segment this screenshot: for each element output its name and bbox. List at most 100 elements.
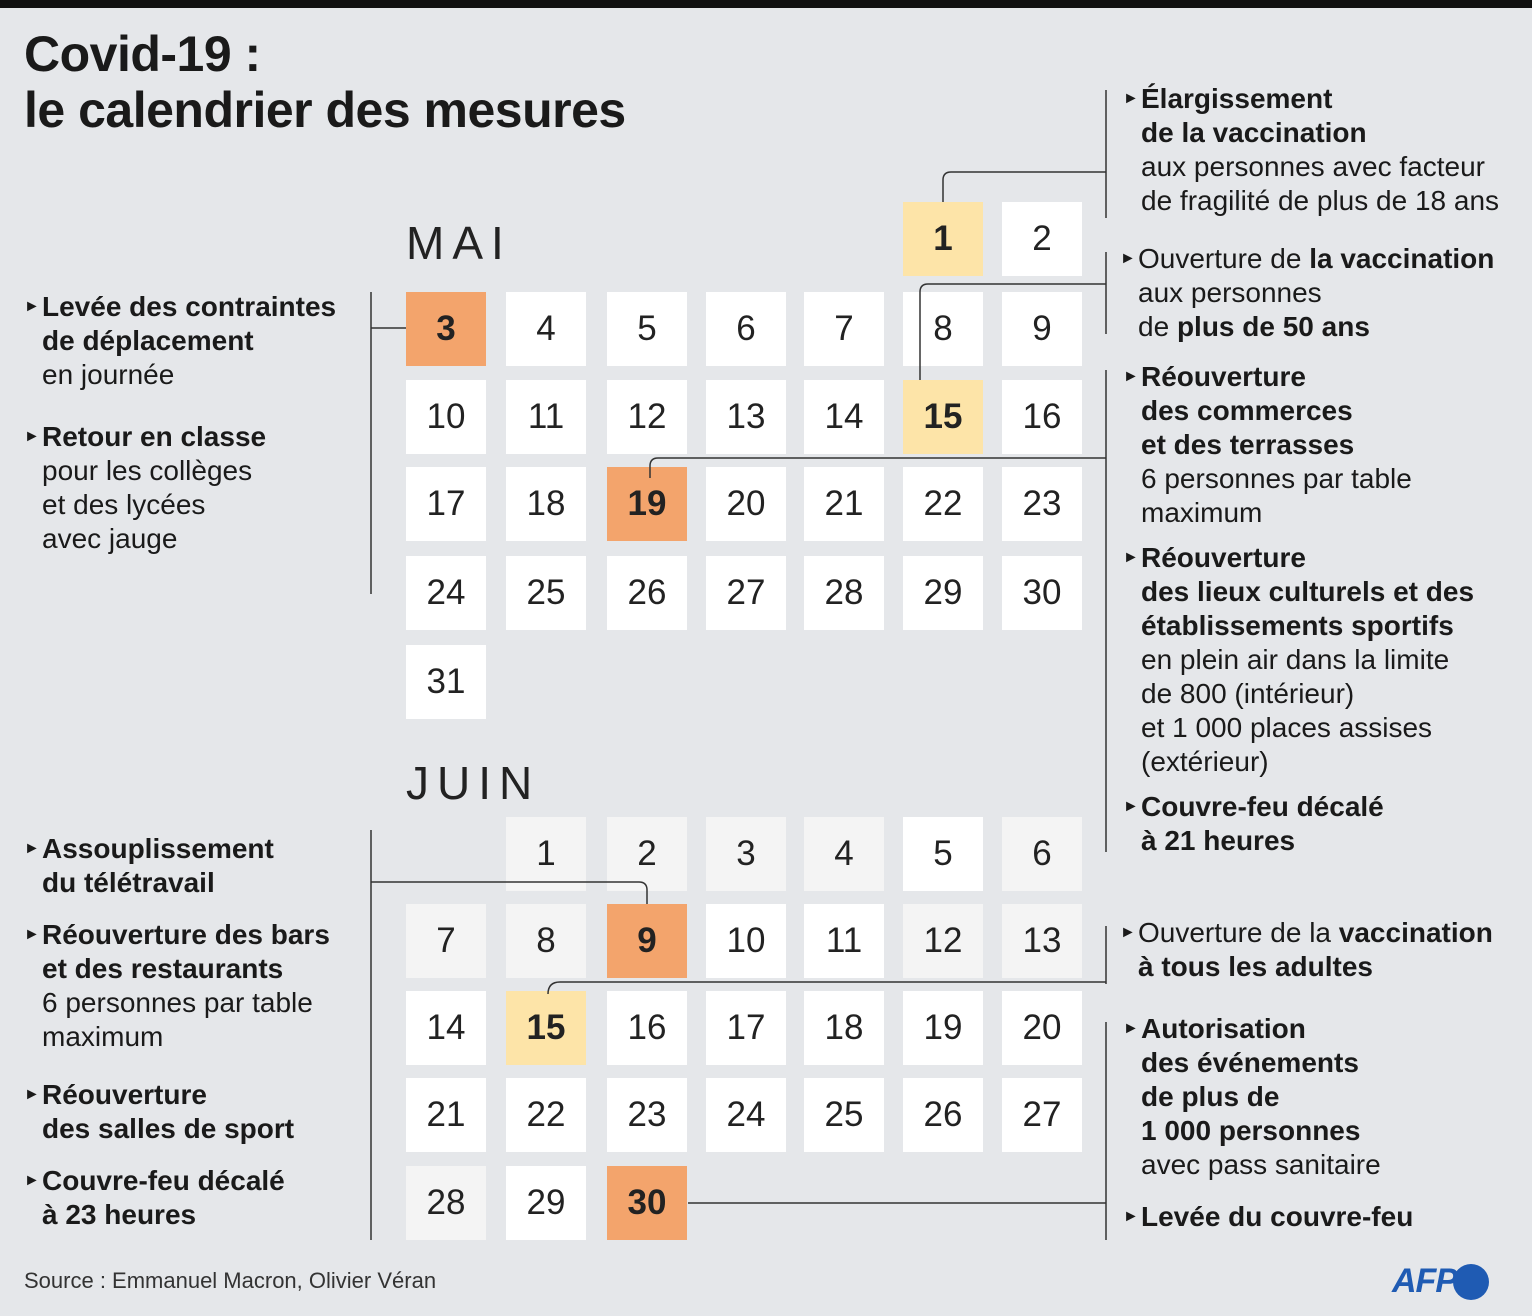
day-cell-mai-31: 31	[406, 645, 486, 719]
day-cell-juin-1: 1	[506, 817, 586, 891]
bullet-icon: ►	[1123, 1208, 1139, 1225]
bullet-icon: ►	[1120, 250, 1136, 267]
note-text: Ouverture de la	[1138, 917, 1339, 948]
day-cell-juin-26: 26	[903, 1078, 983, 1152]
note-text: pour les collèges	[42, 455, 253, 486]
day-cell-juin-19: 19	[903, 991, 983, 1065]
bullet-icon: ►	[1123, 368, 1139, 385]
note-bold: Réouverture des bars	[42, 919, 330, 950]
day-cell-juin-6: 6	[1002, 817, 1082, 891]
note-bold: établissements sportifs	[1141, 610, 1454, 641]
day-cell-mai-28: 28	[804, 556, 884, 630]
bullet-icon: ►	[24, 926, 40, 943]
note-bold: Retour en classe	[42, 421, 267, 452]
day-cell-juin-16: 16	[607, 991, 687, 1065]
day-cell-mai-17: 17	[406, 467, 486, 541]
day-cell-mai-16: 16	[1002, 380, 1082, 454]
bullet-icon: ►	[1123, 1020, 1139, 1037]
day-cell-mai-6: 6	[706, 292, 786, 366]
note-juin-9-teletravail: ► Assouplissement du télétravail	[24, 832, 274, 900]
note-bold: Levée du couvre-feu	[1141, 1201, 1414, 1232]
source-credit: Source : Emmanuel Macron, Olivier Véran	[24, 1268, 437, 1293]
note-juin-9-couvre-feu: ► Couvre-feu décalé à 23 heures	[24, 1164, 285, 1232]
day-cell-mai-24: 24	[406, 556, 486, 630]
note-mai-3-classe: ► Retour en classe pour les collèges et …	[24, 420, 267, 556]
note-text: en plein air dans la limite	[1141, 644, 1450, 675]
bullet-icon: ►	[24, 298, 40, 315]
day-cell-mai-9: 9	[1002, 292, 1082, 366]
note-bold: Autorisation	[1141, 1013, 1306, 1044]
note-juin-30-evenements: ► Autorisation des événements de plus de…	[1123, 1012, 1381, 1182]
day-cell-juin-12: 12	[903, 904, 983, 978]
note-bold: et des restaurants	[42, 953, 284, 984]
day-cell-juin-11: 11	[804, 904, 884, 978]
page-title: Covid-19 : le calendrier des mesures	[24, 26, 626, 138]
day-cell-mai-23: 23	[1002, 467, 1082, 541]
afp-logo-dot	[1453, 1263, 1489, 1300]
note-text: maximum	[1141, 497, 1263, 528]
note-bold: 1 000 personnes	[1141, 1115, 1361, 1146]
day-cell-juin-22: 22	[506, 1078, 586, 1152]
note-bold: du télétravail	[42, 867, 215, 898]
day-cell-juin-7: 7	[406, 904, 486, 978]
day-cell-mai-18: 18	[506, 467, 586, 541]
day-cell-mai-10: 10	[406, 380, 486, 454]
day-cell-mai-25: 25	[506, 556, 586, 630]
month-label-mai: MAI	[406, 217, 512, 269]
note-juin-15: ► Ouverture de la vaccination à tous les…	[1120, 916, 1493, 984]
note-text: aux personnes	[1138, 277, 1322, 308]
note-mai-15: ► Ouverture de la vaccination aux person…	[1120, 242, 1495, 344]
note-bold: Réouverture	[1141, 542, 1306, 573]
note-text: de fragilité de plus de 18 ans	[1141, 185, 1500, 216]
note-bold: à 23 heures	[42, 1199, 197, 1230]
connector-m19	[649, 457, 1106, 478]
day-cell-juin-8: 8	[506, 904, 586, 978]
day-cell-mai-22: 22	[903, 467, 983, 541]
day-cell-juin-25: 25	[804, 1078, 884, 1152]
day-cell-mai-3: 3	[406, 292, 486, 366]
note-bold: des lieux culturels et des	[1141, 576, 1475, 607]
day-cell-mai-13: 13	[706, 380, 786, 454]
note-mai-1: ► Élargissement de la vaccination aux pe…	[1123, 82, 1500, 218]
note-bold: vaccination	[1338, 917, 1493, 948]
title-line-1: Covid-19 :	[24, 26, 261, 82]
note-bold: de déplacement	[42, 325, 254, 356]
note-bold: Levée des contraintes	[42, 291, 337, 322]
day-cell-juin-28: 28	[406, 1166, 486, 1240]
bullet-icon: ►	[1123, 798, 1139, 815]
afp-logo: AFP	[1392, 1262, 1489, 1301]
note-text: et des lycées	[42, 489, 206, 520]
day-cell-juin-5: 5	[903, 817, 983, 891]
day-cell-juin-17: 17	[706, 991, 786, 1065]
day-cell-juin-21: 21	[406, 1078, 486, 1152]
note-juin-30-couvre-feu: ► Levée du couvre-feu	[1123, 1200, 1414, 1234]
day-cell-mai-2: 2	[1002, 202, 1082, 276]
day-cell-juin-20: 20	[1002, 991, 1082, 1065]
note-bold: la vaccination	[1309, 243, 1495, 274]
day-cell-juin-13: 13	[1002, 904, 1082, 978]
day-cell-juin-4: 4	[804, 817, 884, 891]
note-bold: des événements	[1141, 1047, 1359, 1078]
note-text: en journée	[42, 359, 175, 390]
day-cell-mai-12: 12	[607, 380, 687, 454]
day-cell-mai-19: 19	[607, 467, 687, 541]
day-cell-juin-18: 18	[804, 991, 884, 1065]
note-text: de	[1138, 311, 1177, 342]
note-text: (extérieur)	[1141, 746, 1269, 777]
note-text: aux personnes avec facteur	[1141, 151, 1485, 182]
note-bold: des salles de sport	[42, 1113, 295, 1144]
day-cell-mai-1: 1	[903, 202, 983, 276]
day-cell-juin-23: 23	[607, 1078, 687, 1152]
day-cell-juin-10: 10	[706, 904, 786, 978]
note-bold: Élargissement	[1141, 83, 1333, 114]
note-mai-19-culture: ► Réouverture des lieux culturels et des…	[1123, 541, 1475, 779]
day-cell-juin-27: 27	[1002, 1078, 1082, 1152]
note-bold: à tous les adultes	[1138, 951, 1373, 982]
note-mai-19-couvre-feu: ► Couvre-feu décalé à 21 heures	[1123, 790, 1384, 858]
bullet-icon: ►	[24, 428, 40, 445]
day-cell-mai-29: 29	[903, 556, 983, 630]
day-cell-juin-15: 15	[506, 991, 586, 1065]
day-cell-mai-14: 14	[804, 380, 884, 454]
note-text: de 800 (intérieur)	[1141, 678, 1355, 709]
note-bold: Réouverture	[1141, 361, 1306, 392]
